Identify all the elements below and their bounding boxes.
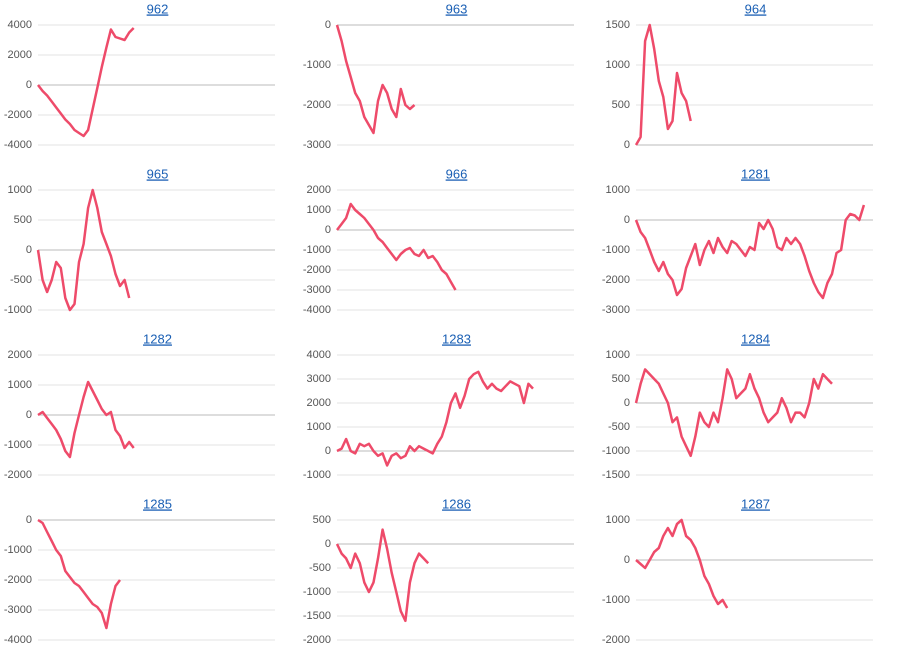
chart-title[interactable]: 965 xyxy=(147,166,169,181)
y-tick-label: -2000 xyxy=(303,634,331,646)
y-tick-label: 0 xyxy=(624,139,630,151)
y-tick-label: 2000 xyxy=(8,349,32,361)
y-tick-label: -4000 xyxy=(4,634,32,646)
y-tick-label: 0 xyxy=(26,79,32,91)
y-tick-label: -1500 xyxy=(602,469,630,481)
y-tick-label: 3000 xyxy=(307,373,331,385)
y-tick-label: -1000 xyxy=(4,544,32,556)
y-tick-label: -2000 xyxy=(602,634,630,646)
chart-title[interactable]: 966 xyxy=(446,166,468,181)
y-tick-label: -1000 xyxy=(303,59,331,71)
y-tick-label: -3000 xyxy=(303,284,331,296)
data-line xyxy=(336,370,534,467)
y-tick-label: -500 xyxy=(309,562,331,574)
chart-title[interactable]: 1282 xyxy=(143,331,172,346)
data-line xyxy=(336,202,457,291)
chart-title[interactable]: 1283 xyxy=(442,331,471,346)
y-tick-label: 1000 xyxy=(307,421,331,433)
y-tick-label: 0 xyxy=(325,538,331,550)
y-tick-label: 4000 xyxy=(8,19,32,31)
chart-title[interactable]: 1281 xyxy=(741,166,770,181)
y-tick-label: -2000 xyxy=(4,469,32,481)
y-tick-label: -1000 xyxy=(602,244,630,256)
y-tick-label: 1000 xyxy=(8,379,32,391)
y-tick-label: 0 xyxy=(26,244,32,256)
y-tick-label: 0 xyxy=(325,19,331,31)
y-tick-label: 500 xyxy=(612,373,630,385)
data-line xyxy=(37,380,135,459)
y-tick-label: 1000 xyxy=(606,59,630,71)
y-tick-label: 1500 xyxy=(606,19,630,31)
y-tick-label: 0 xyxy=(26,409,32,421)
y-tick-label: -2000 xyxy=(303,264,331,276)
y-tick-label: 1000 xyxy=(307,204,331,216)
y-tick-label: 2000 xyxy=(307,397,331,409)
data-line xyxy=(635,518,729,609)
chart-title[interactable]: 963 xyxy=(446,1,468,16)
y-tick-label: -3000 xyxy=(602,304,630,316)
y-tick-label: -1000 xyxy=(303,244,331,256)
y-tick-label: -1500 xyxy=(303,610,331,622)
y-tick-label: 0 xyxy=(624,214,630,226)
y-tick-label: -1000 xyxy=(303,469,331,481)
y-tick-label: -2000 xyxy=(602,274,630,286)
y-tick-label: 0 xyxy=(325,445,331,457)
data-line xyxy=(37,518,121,630)
y-tick-label: 0 xyxy=(624,397,630,409)
data-line xyxy=(37,27,135,138)
y-tick-label: 2000 xyxy=(307,184,331,196)
data-line xyxy=(335,528,430,623)
y-tick-label: -1000 xyxy=(4,439,32,451)
data-line xyxy=(335,24,416,135)
chart-title[interactable]: 1286 xyxy=(442,496,471,511)
y-tick-label: 1000 xyxy=(606,349,630,361)
y-tick-label: -500 xyxy=(10,274,32,286)
y-tick-label: -4000 xyxy=(303,304,331,316)
chart-title[interactable]: 964 xyxy=(745,1,767,16)
y-tick-label: 2000 xyxy=(8,49,32,61)
y-tick-label: 500 xyxy=(612,99,630,111)
data-line xyxy=(634,204,866,300)
chart-title[interactable]: 1284 xyxy=(741,331,770,346)
y-tick-label: -2000 xyxy=(4,574,32,586)
data-line xyxy=(36,188,131,312)
y-tick-label: -4000 xyxy=(4,139,32,151)
y-tick-label: -1000 xyxy=(303,586,331,598)
y-tick-label: 0 xyxy=(624,554,630,566)
y-tick-label: 500 xyxy=(313,514,331,526)
y-tick-label: -1000 xyxy=(602,445,630,457)
y-tick-label: -3000 xyxy=(303,139,331,151)
data-line xyxy=(634,368,833,458)
y-tick-label: 0 xyxy=(325,224,331,236)
y-tick-label: 0 xyxy=(26,514,32,526)
y-tick-label: 1000 xyxy=(8,184,32,196)
y-tick-label: -2000 xyxy=(4,109,32,121)
data-line xyxy=(634,23,692,146)
y-tick-label: 1000 xyxy=(606,514,630,526)
y-tick-label: 1000 xyxy=(606,184,630,196)
y-tick-label: -1000 xyxy=(602,594,630,606)
y-tick-label: -2000 xyxy=(303,99,331,111)
chart-title[interactable]: 962 xyxy=(147,1,169,16)
y-tick-label: -500 xyxy=(608,421,630,433)
y-tick-label: 500 xyxy=(14,214,32,226)
y-tick-label: 4000 xyxy=(307,349,331,361)
y-tick-label: -3000 xyxy=(4,604,32,616)
y-tick-label: -1000 xyxy=(4,304,32,316)
chart-title[interactable]: 1287 xyxy=(741,496,770,511)
chart-title[interactable]: 1285 xyxy=(143,496,172,511)
